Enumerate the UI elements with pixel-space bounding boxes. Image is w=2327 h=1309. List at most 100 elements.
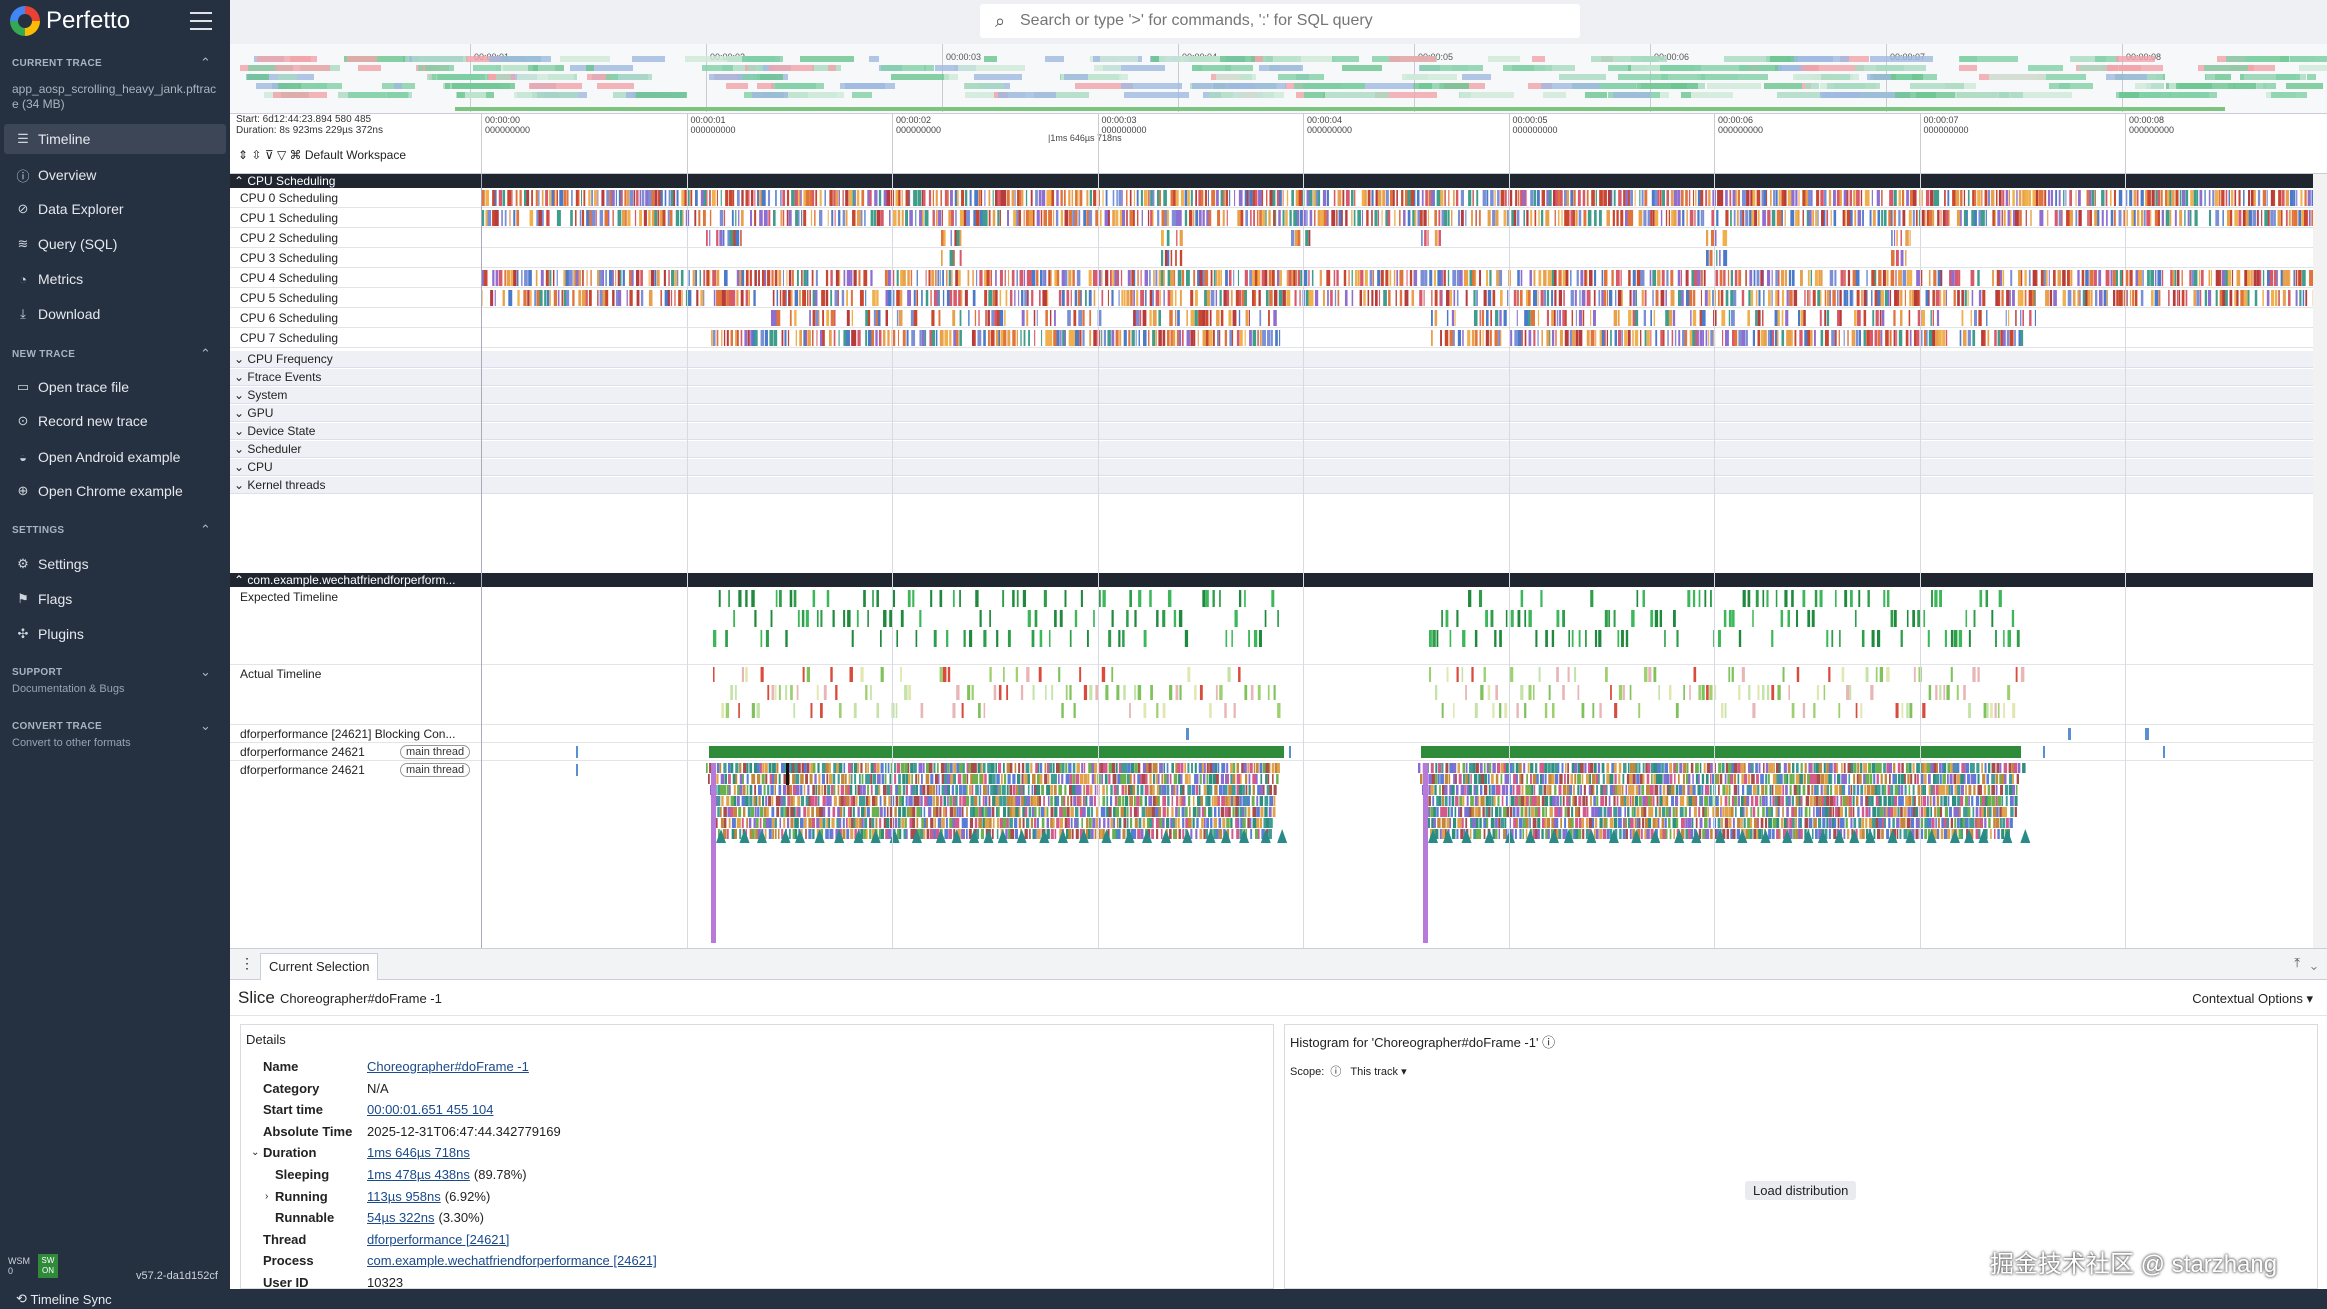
thread-slice[interactable] (995, 807, 999, 817)
nav-query-sql[interactable]: ≋ Query (SQL) (4, 229, 226, 259)
frame-slice[interactable] (1034, 610, 1038, 627)
thread-slice[interactable] (1751, 774, 1755, 784)
cpu-slice[interactable] (1809, 330, 1813, 346)
cpu-slice[interactable] (1387, 210, 1391, 226)
thread-slice[interactable] (1833, 763, 1838, 773)
cpu-slice[interactable] (2020, 270, 2023, 286)
thread-slice[interactable] (2004, 774, 2007, 784)
cpu-slice[interactable] (492, 270, 495, 286)
cpu-slice[interactable] (1615, 290, 1617, 306)
thread-slice[interactable] (1195, 785, 1199, 795)
cpu-slice[interactable] (1869, 210, 1872, 226)
thread-slice[interactable] (1073, 796, 1077, 806)
cpu-slice[interactable] (1077, 290, 1082, 306)
thread-slice[interactable] (1518, 785, 1521, 795)
cpu-slice[interactable] (1933, 270, 1937, 286)
cpu-slice[interactable] (2191, 270, 2195, 286)
frame-slice[interactable] (1149, 590, 1152, 607)
frame-slice[interactable] (1950, 630, 1954, 647)
cpu-slice[interactable] (1889, 290, 1892, 306)
cpu-slice[interactable] (1829, 290, 1831, 306)
thread-slice[interactable] (1932, 785, 1935, 795)
thread-slice[interactable] (846, 829, 850, 839)
thread-slice[interactable] (1421, 746, 2021, 758)
cpu-slice[interactable] (2094, 210, 2098, 226)
cpu-slice[interactable] (650, 270, 655, 286)
frame-slice[interactable] (1111, 667, 1114, 682)
cpu-slice[interactable] (954, 230, 957, 246)
frame-slice[interactable] (1784, 590, 1788, 607)
cpu-slice[interactable] (963, 210, 967, 226)
track-group-1[interactable]: ⌄ Ftrace Events (230, 369, 2313, 386)
cpu-slice[interactable] (1554, 210, 1556, 226)
frame-slice[interactable] (983, 630, 987, 647)
cpu-slice[interactable] (2224, 290, 2228, 306)
cpu-slice[interactable] (1617, 330, 1622, 346)
thread-slice[interactable] (941, 818, 945, 828)
cpu-slice[interactable] (2219, 290, 2223, 306)
cpu-slice[interactable] (1708, 290, 1711, 306)
thread-slice[interactable] (1160, 829, 1163, 839)
thread-slice[interactable] (920, 796, 923, 806)
thread-slice[interactable] (803, 818, 807, 828)
thread-slice[interactable] (1875, 763, 1880, 773)
cpu-slice[interactable] (790, 290, 793, 306)
thread-slice[interactable] (1632, 774, 1636, 784)
cpu-slice[interactable] (510, 270, 514, 286)
cpu-slice[interactable] (1584, 270, 1587, 286)
cpu-slice[interactable] (1768, 290, 1771, 306)
cpu-slice[interactable] (996, 310, 1001, 326)
frame-slice[interactable] (790, 685, 793, 700)
cpu-slice[interactable] (2179, 190, 2182, 206)
cpu-slice[interactable] (1736, 210, 1739, 226)
thread-slice[interactable] (1054, 796, 1058, 806)
frame-slice[interactable] (2016, 630, 2020, 647)
cpu-slice[interactable] (1079, 190, 1083, 206)
frame-slice[interactable] (1271, 590, 1275, 607)
thread-slice[interactable] (1241, 763, 1244, 773)
thread-slice[interactable] (1860, 785, 1864, 795)
cpu-slice[interactable] (1900, 290, 1903, 306)
cpu-slice[interactable] (636, 290, 640, 306)
cpu-slice[interactable] (937, 270, 939, 286)
thread-slice[interactable] (839, 818, 842, 828)
thread-slice[interactable] (1175, 829, 1178, 839)
cpu-slice[interactable] (1695, 330, 1699, 346)
thread-slice[interactable] (1003, 774, 1007, 784)
thread-slice[interactable] (1214, 763, 1218, 773)
cpu-slice[interactable] (670, 290, 673, 306)
thread-slice[interactable] (1707, 785, 1710, 795)
thread-slice[interactable] (1148, 763, 1152, 773)
thread-slice[interactable] (1490, 774, 1494, 784)
cpu-slice[interactable] (645, 190, 650, 206)
cpu-slice[interactable] (1711, 210, 1715, 226)
cpu-slice[interactable] (1746, 190, 1750, 206)
thread-slice[interactable] (904, 763, 909, 773)
cpu-slice[interactable] (1112, 270, 1115, 286)
cpu-slice[interactable] (1494, 330, 1498, 346)
cpu-slice[interactable] (1407, 210, 1411, 226)
thread-slice[interactable] (1133, 807, 1138, 817)
frame-slice[interactable] (1540, 590, 1543, 607)
thread-slice[interactable] (1173, 785, 1176, 795)
thread-slice[interactable] (911, 774, 913, 784)
thread-slice[interactable] (1269, 785, 1273, 795)
cpu-slice[interactable] (1762, 270, 1764, 286)
thread-slice[interactable] (1116, 785, 1119, 795)
cpu-slice[interactable] (1086, 190, 1089, 206)
cpu-slice[interactable] (1249, 330, 1252, 346)
thread-slice[interactable] (1208, 774, 1213, 784)
cpu-slice[interactable] (674, 270, 678, 286)
cpu-slice[interactable] (713, 290, 716, 306)
thread-slice[interactable] (1952, 763, 1955, 773)
cpu-slice[interactable] (1589, 270, 1593, 286)
cpu-slice[interactable] (1553, 310, 1556, 326)
cpu-slice[interactable] (1567, 210, 1570, 226)
thread-slice[interactable] (786, 785, 791, 795)
thread-slice[interactable] (1070, 796, 1073, 806)
thread-slice[interactable] (1024, 829, 1028, 839)
thread-slice[interactable] (1666, 785, 1671, 795)
thread-slice[interactable] (1064, 785, 1067, 795)
thread-slice[interactable] (879, 796, 882, 806)
thread-slice[interactable] (1900, 785, 1904, 795)
